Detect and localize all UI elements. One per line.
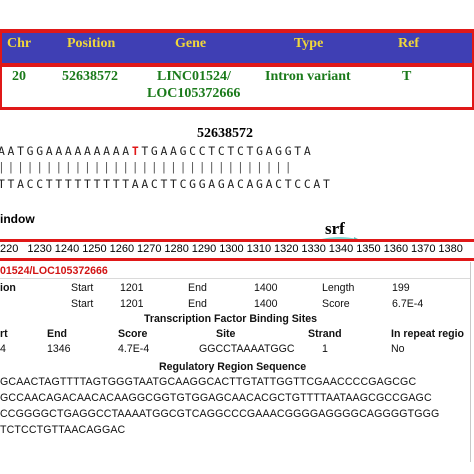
start-value: 1201 bbox=[120, 282, 144, 294]
scale-label: 1280 bbox=[164, 243, 189, 255]
variant-base: T bbox=[131, 144, 142, 158]
scale-label: 1230 bbox=[27, 243, 52, 255]
scale-label: 1330 bbox=[301, 243, 326, 255]
tfbs-header-strand: Strand bbox=[308, 328, 342, 340]
scale-label: 1300 bbox=[219, 243, 244, 255]
end-label-2: End bbox=[188, 298, 207, 310]
tfbs-title: Transcription Factor Binding Sites bbox=[144, 313, 318, 325]
table-left-border bbox=[0, 29, 2, 107]
rrs-title: Regulatory Region Sequence bbox=[159, 361, 307, 373]
region-label: ion bbox=[0, 282, 16, 294]
scale-labels: 220 1230 1240 1250 1260 1270 1280 1290 1300 1310 1… bbox=[0, 243, 474, 257]
tfbs-site: GGCCTAAAATGGC bbox=[199, 343, 295, 355]
length-value: 199 bbox=[392, 282, 410, 294]
coordinate-scale bbox=[0, 242, 474, 258]
scale-label: 1350 bbox=[356, 243, 381, 255]
scale-label: 220 bbox=[0, 243, 19, 255]
tfbs-header-end: End bbox=[47, 328, 68, 340]
tfbs-repeat: No bbox=[391, 343, 405, 355]
length-label: Length bbox=[322, 282, 355, 294]
scale-label: 1270 bbox=[137, 243, 162, 255]
cell-chr: 20 bbox=[12, 69, 26, 84]
rrs-line: CCGGGGCTGAGGCCTAAAATGGCGTCAGGCCCGAAACGGG… bbox=[0, 408, 440, 420]
scale-label: 1290 bbox=[191, 243, 217, 255]
window-label: indow bbox=[0, 212, 35, 226]
scale-label: 1360 bbox=[383, 243, 409, 255]
start-label-2: Start bbox=[71, 298, 94, 310]
top-strand-before: AATGGAAAAAAAAA bbox=[0, 144, 132, 158]
tfbs-header-score: Score bbox=[118, 328, 148, 340]
start-value-2: 1201 bbox=[120, 298, 144, 310]
rrs-line: TCTCCTGTTAACAGGAC bbox=[0, 424, 126, 436]
scale-label: 1240 bbox=[54, 243, 80, 255]
scale-label: 1310 bbox=[246, 243, 272, 255]
tfbs-strand: 1 bbox=[322, 343, 328, 355]
column-header-chr: Chr bbox=[7, 36, 32, 51]
column-header-gene: Gene bbox=[175, 36, 207, 51]
scale-label: 1340 bbox=[328, 243, 354, 255]
scale-label: 1320 bbox=[274, 243, 299, 255]
column-header-type: Type bbox=[294, 36, 324, 51]
start-label: Start bbox=[71, 282, 94, 294]
scale-bottom-bar bbox=[0, 258, 474, 261]
rrs-line: GCAACTAGTTTTAGTGGGTAATGCAAGGCACTTGTATTGG… bbox=[0, 376, 417, 388]
column-header-position: Position bbox=[67, 36, 116, 51]
table-right-border bbox=[472, 29, 474, 107]
motif-label: srf bbox=[325, 219, 345, 238]
cell-ref: T bbox=[402, 69, 412, 84]
tfbs-header-site: Site bbox=[216, 328, 236, 340]
cell-gene-line2: LOC105372666 bbox=[147, 86, 241, 101]
detail-gene-name: 01524/LOC105372666 bbox=[0, 265, 108, 277]
cell-type: Intron variant bbox=[265, 69, 351, 84]
cell-gene-line1: LINC01524/ bbox=[157, 69, 231, 84]
divider bbox=[0, 278, 470, 279]
top-strand-sequence: AATGGAAAAAAAAATTGAAGCCTCTCTGAGGTA bbox=[0, 144, 313, 158]
scale-label: 1380 bbox=[438, 243, 463, 255]
score-value: 6.7E-4 bbox=[392, 298, 424, 310]
variant-position-label: 52638572 bbox=[197, 126, 253, 141]
scale-top-bar bbox=[0, 239, 474, 242]
end-value: 1400 bbox=[254, 282, 278, 294]
tfbs-header-repeat: In repeat regio bbox=[391, 328, 464, 340]
table-row bbox=[0, 63, 474, 110]
scale-label: 1250 bbox=[82, 243, 107, 255]
detail-panel bbox=[0, 262, 471, 462]
end-label: End bbox=[188, 282, 207, 294]
base-pair-ticks: ||||||||||||||||||||||||||||||| bbox=[0, 160, 295, 174]
table-header-band bbox=[0, 29, 474, 67]
tfbs-end: 1346 bbox=[47, 343, 71, 355]
score-label: Score bbox=[322, 298, 350, 310]
scale-label: 1370 bbox=[411, 243, 436, 255]
scale-label: 1260 bbox=[109, 243, 135, 255]
cell-position: 52638572 bbox=[62, 69, 118, 84]
tfbs-header-start: rt bbox=[0, 328, 8, 340]
tfbs-score: 4.7E-4 bbox=[118, 343, 150, 355]
bottom-strand-sequence: TTACCTTTTTTTTTAACTTCGGAGACAGACTCCAT bbox=[0, 177, 333, 191]
column-header-ref: Ref bbox=[398, 36, 419, 51]
tfbs-start: 4 bbox=[0, 343, 6, 355]
end-value-2: 1400 bbox=[254, 298, 278, 310]
top-strand-after: TGAAGCCTCTCTGAGGTA bbox=[141, 144, 314, 158]
rrs-line: GCCAACAGACAACACAAGGCGGTGTGGAGCAACACGCTGT… bbox=[0, 392, 432, 404]
